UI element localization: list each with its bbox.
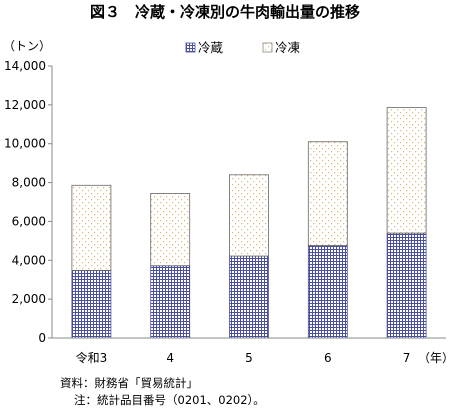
- legend-swatch-chilled: [185, 42, 196, 53]
- y-tick-label: 8,000: [12, 176, 46, 190]
- footnote: 注：統計品目番号（0201、0202）。: [74, 393, 265, 407]
- bar-segment-frozen: [71, 184, 112, 271]
- y-tick-label: 14,000: [4, 59, 46, 73]
- bar-segment-chilled: [307, 245, 348, 339]
- legend-swatch-frozen: [262, 42, 273, 53]
- bar-segment-frozen: [229, 174, 269, 257]
- x-tick-label: 令和3: [76, 350, 108, 365]
- chart-title: 図３ 冷蔵・冷凍別の牛肉輸出量の推移: [90, 3, 360, 21]
- x-axis: 令和3 4 5 6 7: [52, 337, 446, 365]
- bar-segment-frozen: [150, 193, 191, 267]
- x-tick-label: 4: [166, 351, 174, 365]
- y-tick-label: 4,000: [12, 253, 46, 267]
- y-tick-label: 12,000: [4, 98, 46, 112]
- bar-segment-frozen: [386, 107, 427, 234]
- bar-segment-chilled: [71, 269, 112, 339]
- legend-label-chilled: 冷蔵: [198, 40, 224, 55]
- y-tick-label: 2,000: [12, 292, 46, 306]
- bar-segment-chilled: [229, 255, 269, 339]
- y-tick-label: 6,000: [12, 214, 46, 228]
- x-tick-label: 5: [245, 351, 253, 365]
- bars: [71, 107, 427, 339]
- legend-label-frozen: 冷凍: [275, 40, 301, 55]
- bar-segment-chilled: [386, 232, 427, 339]
- source-note: 資料：財務省「貿易統計」: [60, 376, 198, 390]
- bar-segment-frozen: [307, 141, 348, 246]
- y-axis: 0 2,000 4,000 6,000 8,000 10,000 12,000 14,000: [4, 59, 53, 345]
- y-tick-label: 10,000: [4, 137, 46, 151]
- y-tick-label: 0: [38, 331, 46, 345]
- y-unit-label: （トン）: [3, 39, 51, 53]
- x-unit-suffix: （年）: [418, 351, 450, 365]
- legend: 冷蔵 冷凍: [185, 40, 301, 55]
- x-tick-label: 6: [324, 351, 332, 365]
- bar-segment-chilled: [150, 265, 191, 339]
- x-tick-label: 7: [403, 351, 411, 365]
